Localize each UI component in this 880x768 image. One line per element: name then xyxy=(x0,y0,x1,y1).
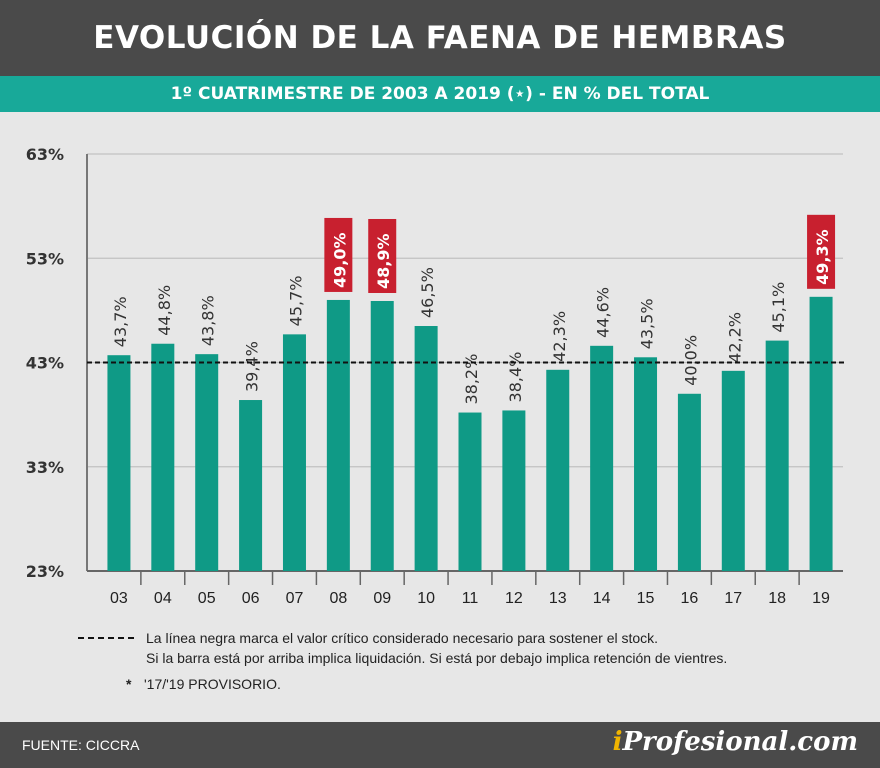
highlight-label-box xyxy=(807,214,836,289)
x-tick-label: 07 xyxy=(286,590,304,607)
brand-logo: iProfesional.com xyxy=(613,727,858,757)
x-tick-label: 06 xyxy=(242,590,260,607)
provisional-note-text: '17/'19 PROVISORIO. xyxy=(144,676,281,692)
bar xyxy=(458,412,482,571)
star-icon: * xyxy=(126,676,132,692)
brand-logo-i: i xyxy=(612,727,623,757)
bar xyxy=(414,326,438,571)
x-tick-label: 10 xyxy=(417,590,435,607)
bar xyxy=(370,300,394,571)
bar xyxy=(239,400,263,571)
bar xyxy=(546,369,570,571)
data-label: 42,2% xyxy=(725,312,744,363)
bar xyxy=(282,334,306,571)
data-label: 40,0% xyxy=(681,335,700,386)
x-tick-label: 19 xyxy=(812,590,830,607)
bar xyxy=(590,345,614,571)
bar xyxy=(721,370,745,571)
data-label: 38,4% xyxy=(506,352,525,403)
data-label: 44,8% xyxy=(155,285,174,336)
x-tick-label: 08 xyxy=(329,590,347,607)
data-label: 45,1% xyxy=(769,282,788,333)
footer: FUENTE: CICCRA iProfesional.com xyxy=(0,722,880,768)
dashed-line-sample xyxy=(78,637,134,639)
data-label: 49,3% xyxy=(813,229,832,285)
bar xyxy=(634,357,658,571)
bar xyxy=(765,340,789,571)
x-tick-label: 17 xyxy=(724,590,742,607)
x-tick-label: 09 xyxy=(373,590,391,607)
data-label: 39,4% xyxy=(243,341,262,392)
x-tick-label: 13 xyxy=(549,590,567,607)
data-label: 48,9% xyxy=(374,233,393,289)
chart-title: EVOLUCIÓN DE LA FAENA DE HEMBRAS xyxy=(0,0,880,76)
y-tick-label: 23% xyxy=(26,562,64,581)
y-tick-label: 63% xyxy=(26,145,64,164)
x-tick-label: 16 xyxy=(681,590,699,607)
provisional-note: * '17/'19 PROVISORIO. xyxy=(78,676,858,692)
brand-logo-text: Profesional.com xyxy=(622,727,858,757)
data-label: 44,6% xyxy=(594,287,613,338)
data-label: 38,2% xyxy=(462,354,481,405)
data-label: 42,3% xyxy=(550,311,569,362)
bar xyxy=(195,354,219,571)
legend-text-line-2: Si la barra está por arriba implica liqu… xyxy=(146,650,728,666)
data-label: 43,8% xyxy=(199,295,218,346)
bar xyxy=(502,410,526,571)
legend-reference-line: La línea negra marca el valor crítico co… xyxy=(78,628,858,668)
data-label: 43,5% xyxy=(638,298,657,349)
bar xyxy=(326,299,350,571)
data-label: 49,0% xyxy=(330,232,349,288)
chart-subtitle: 1º CUATRIMESTRE DE 2003 A 2019 (⋆) - EN … xyxy=(0,76,880,112)
data-label: 46,5% xyxy=(418,267,437,318)
bar xyxy=(677,393,701,571)
x-tick-label: 05 xyxy=(198,590,216,607)
bar xyxy=(151,343,175,571)
x-tick-label: 12 xyxy=(505,590,523,607)
x-tick-label: 18 xyxy=(768,590,786,607)
bar xyxy=(107,355,131,571)
x-tick-label: 03 xyxy=(110,590,128,607)
highlight-label-box xyxy=(324,217,353,292)
highlight-label-box xyxy=(368,218,397,293)
y-tick-label: 33% xyxy=(26,458,64,477)
data-label: 43,7% xyxy=(111,296,130,347)
legend: La línea negra marca el valor crítico co… xyxy=(78,628,858,692)
x-tick-label: 04 xyxy=(154,590,172,607)
x-tick-label: 15 xyxy=(637,590,655,607)
y-tick-label: 53% xyxy=(26,249,64,268)
legend-text-line-1: La línea negra marca el valor crítico co… xyxy=(146,630,659,646)
bar xyxy=(809,296,833,571)
source-text: FUENTE: CICCRA xyxy=(22,737,140,753)
bar-chart: 23% 33% 43% 53% 63% 03 43,7% 04 44,8% 05 43,8% 06 39… xyxy=(26,145,845,607)
y-tick-label: 43% xyxy=(26,354,64,373)
x-tick-label: 14 xyxy=(593,590,611,607)
data-label: 45,7% xyxy=(286,276,305,327)
x-tick-label: 11 xyxy=(462,590,479,607)
